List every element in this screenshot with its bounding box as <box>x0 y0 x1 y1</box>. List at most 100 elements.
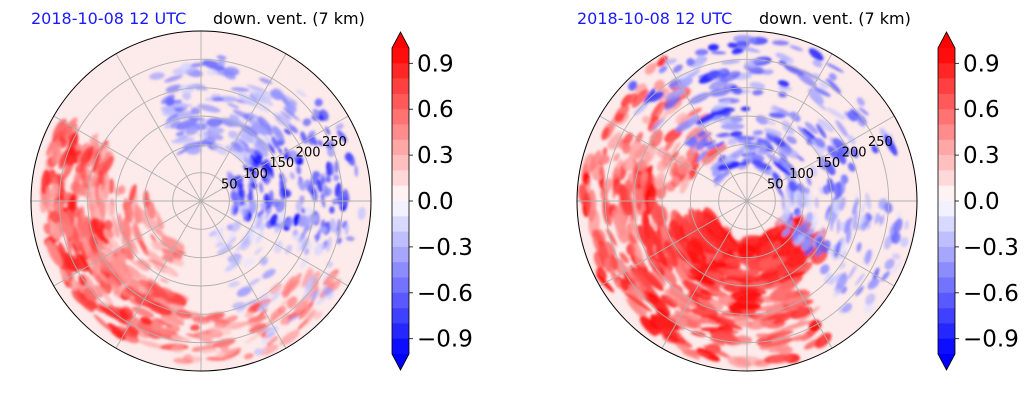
colorbar-level <box>938 139 955 156</box>
field-cell <box>732 87 743 95</box>
field-cell <box>148 259 167 268</box>
field-cell <box>900 236 909 248</box>
field-cell <box>792 225 801 239</box>
polar-plot-panel-left: 2018-10-08 12 UTC down. vent. (7 km) 50 1… <box>30 9 473 372</box>
field-cell <box>265 170 271 183</box>
field-cell <box>650 100 663 119</box>
field-cell <box>226 171 235 182</box>
field-cell <box>227 102 240 109</box>
colorbar-tick-label: 0.9 <box>963 51 1000 77</box>
field-cell <box>730 130 743 138</box>
field-cell <box>129 259 147 270</box>
field-cell <box>128 297 142 307</box>
field-cell <box>794 207 800 215</box>
field-cell <box>819 226 825 235</box>
radial-tick-label: 100 <box>243 167 268 182</box>
field-cell <box>884 258 895 270</box>
field-cell <box>245 331 264 344</box>
radial-tick-label: 250 <box>868 135 893 150</box>
field-cell <box>175 309 192 319</box>
field-cell <box>715 132 730 137</box>
field-cell <box>578 183 589 206</box>
field-cell <box>318 115 324 122</box>
field-cell <box>325 170 332 178</box>
field-cell <box>671 141 681 154</box>
field-cell <box>730 149 745 158</box>
field-cell <box>332 198 339 205</box>
field-cell <box>786 135 797 145</box>
field-cell <box>785 204 789 214</box>
field-cell <box>121 230 133 250</box>
field-cell <box>747 71 765 75</box>
field-cell <box>664 288 691 312</box>
field-cell <box>289 172 295 180</box>
field-cell <box>215 227 226 233</box>
field-cell <box>779 271 806 284</box>
field-cell <box>331 278 342 292</box>
field-cell <box>817 118 835 133</box>
field-cell <box>67 193 77 213</box>
field-cell <box>316 284 329 297</box>
field-cell <box>711 100 731 112</box>
field-cell <box>858 107 869 116</box>
colorbar-tick-label: −0.3 <box>963 235 1019 261</box>
field-cell <box>119 306 134 320</box>
field-cell <box>810 218 819 230</box>
field-cell <box>614 203 623 240</box>
colorbar-tick-label: −0.3 <box>417 235 473 261</box>
field-cell <box>243 257 255 268</box>
colorbar-tick-label: −0.9 <box>963 327 1019 353</box>
field-cell <box>108 178 115 194</box>
field-cell <box>227 253 242 263</box>
colorbar-level <box>938 48 955 64</box>
field-cell <box>45 185 53 216</box>
field-cell <box>624 292 653 312</box>
field-cell <box>288 124 299 134</box>
field-cell <box>93 314 112 332</box>
field-cell <box>826 78 842 94</box>
field-cell <box>86 299 98 310</box>
field-cell <box>668 219 681 241</box>
field-cell <box>710 51 727 55</box>
colorbar-level <box>392 78 409 95</box>
field-cell <box>117 213 123 235</box>
field-cell <box>599 166 604 177</box>
field-cell <box>635 131 644 144</box>
colorbar-level <box>392 93 409 110</box>
colorbar-tick-label: 0.6 <box>963 97 1000 123</box>
field-cell <box>246 224 255 237</box>
field-cell <box>708 78 729 90</box>
colorbar-level <box>938 323 955 339</box>
field-cell <box>51 139 61 165</box>
field-cell <box>852 197 859 216</box>
field-cell <box>308 130 316 137</box>
field-cell <box>677 162 690 175</box>
field-cell <box>804 338 821 350</box>
field-cell <box>868 214 873 221</box>
field-cell <box>297 179 305 191</box>
field-cell <box>295 89 307 97</box>
field-cell <box>715 329 739 335</box>
field-cell <box>687 70 700 78</box>
field-cell <box>91 217 108 242</box>
field-cell <box>828 73 837 81</box>
field-cell <box>264 206 272 221</box>
field-cell <box>626 172 632 203</box>
field-cell <box>186 146 202 155</box>
field-cell <box>829 213 838 225</box>
field-cell <box>716 141 725 147</box>
time-label: 2018-10-08 12 UTC <box>31 9 187 28</box>
field-cell <box>272 125 285 142</box>
field-cell <box>696 130 707 138</box>
polar-plot-panel-right: 2018-10-08 12 UTC down. vent. (7 km) 50 1… <box>546 0 1036 401</box>
field-cell <box>781 213 791 225</box>
field-cell <box>814 235 823 248</box>
field-cell <box>292 229 299 236</box>
field-cell <box>684 135 697 146</box>
radial-tick-label: 100 <box>789 167 814 182</box>
field-cell <box>781 195 786 211</box>
field-cell <box>879 213 885 227</box>
field-cell <box>78 298 95 313</box>
field-cell <box>258 293 270 301</box>
field-cell <box>280 111 292 120</box>
